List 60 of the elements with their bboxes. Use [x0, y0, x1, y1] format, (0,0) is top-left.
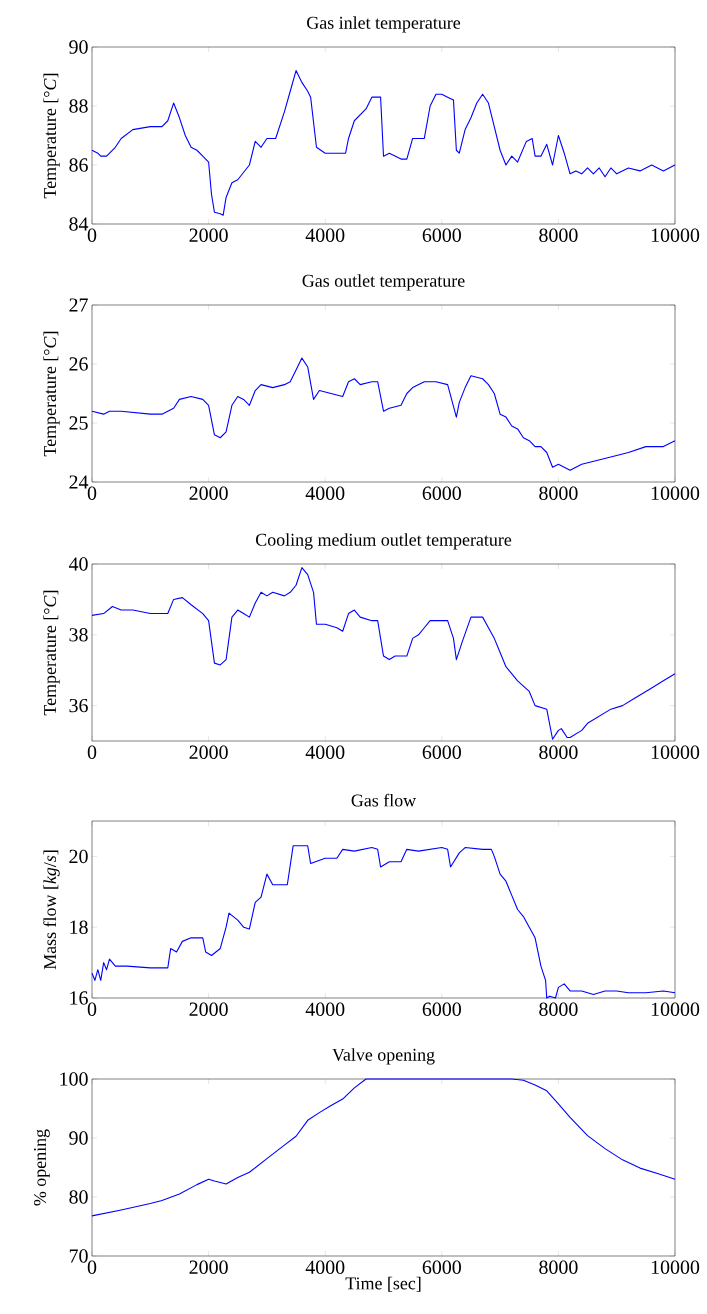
- x-tick-label: 8000: [539, 745, 578, 759]
- y-tick-label: 90: [69, 40, 88, 54]
- x-tick-label: 0: [87, 486, 97, 500]
- chart-title: Cooling medium outlet temperature: [256, 533, 512, 550]
- y-axis-title: Mass flow [kg/s]: [43, 850, 60, 970]
- chart-title: Gas outlet temperature: [302, 274, 465, 291]
- x-tick-label: 6000: [422, 486, 461, 500]
- x-tick-label: 4000: [305, 745, 345, 759]
- y-tick-label: 16: [70, 991, 88, 1005]
- x-tick-label: 6000: [422, 1002, 461, 1016]
- x-tick-label: 4000: [305, 486, 345, 500]
- x-tick-label: 4000: [305, 1260, 345, 1274]
- x-tick-label: 0: [87, 1260, 97, 1274]
- y-tick-label: 88: [69, 99, 88, 113]
- y-tick-label: 18: [70, 920, 88, 934]
- y-tick-label: 27: [69, 298, 88, 312]
- x-tick-label: 2000: [189, 745, 228, 759]
- y-axis-title: Temperature [°C]: [43, 73, 60, 199]
- line-series: [91, 1078, 676, 1217]
- y-tick-label: 84: [69, 217, 89, 231]
- x-tick-label: 6000: [422, 228, 461, 242]
- x-tick-label: 2000: [189, 486, 228, 500]
- y-tick-label: 20: [69, 849, 88, 864]
- y-tick-label: 86: [69, 158, 88, 172]
- x-tick-label: 6000: [422, 1260, 461, 1274]
- y-tick-label: 40: [68, 557, 88, 571]
- chart-title: Valve opening: [332, 1048, 435, 1065]
- y-tick-label: 24: [69, 475, 89, 489]
- x-tick-label: 10000: [651, 486, 700, 500]
- y-tick-label: 80: [69, 1190, 88, 1204]
- chart-title: Gas flow: [351, 793, 417, 807]
- y-tick-label: 36: [69, 698, 88, 713]
- x-tick-label: 4000: [305, 228, 345, 242]
- x-tick-label: 0: [87, 228, 97, 242]
- x-tick-label: 10000: [651, 228, 700, 242]
- x-tick-label: 0: [87, 1002, 97, 1016]
- x-tick-label: 8000: [539, 228, 578, 242]
- y-tick-label: 25: [69, 416, 88, 430]
- y-tick-label: 70: [69, 1249, 88, 1263]
- x-tick-label: 2000: [189, 1260, 228, 1274]
- y-axis-title: Temperature [°C]: [43, 590, 60, 716]
- y-tick-label: 38: [69, 628, 88, 642]
- y-axis-title: % opening: [33, 1129, 50, 1206]
- x-tick-label: 10000: [651, 1260, 700, 1274]
- x-tick-label: 8000: [539, 1002, 578, 1016]
- x-tick-label: 10000: [651, 745, 700, 759]
- y-tick-label: 100: [60, 1072, 88, 1086]
- x-tick-label: 4000: [305, 1002, 345, 1016]
- chart-title: Gas inlet temperature: [307, 16, 461, 33]
- x-tick-label: 2000: [189, 1002, 228, 1016]
- x-axis-title: Time [sec]: [345, 1276, 421, 1292]
- x-tick-label: 6000: [422, 745, 461, 759]
- x-tick-label: 0: [87, 745, 97, 759]
- x-tick-label: 8000: [539, 1260, 578, 1274]
- y-axis-title: Temperature [°C]: [43, 331, 60, 457]
- x-tick-label: 10000: [651, 1002, 700, 1016]
- y-tick-label: 26: [69, 357, 88, 371]
- x-tick-label: 8000: [539, 486, 578, 500]
- y-tick-label: 90: [69, 1131, 88, 1145]
- x-tick-label: 2000: [189, 228, 228, 242]
